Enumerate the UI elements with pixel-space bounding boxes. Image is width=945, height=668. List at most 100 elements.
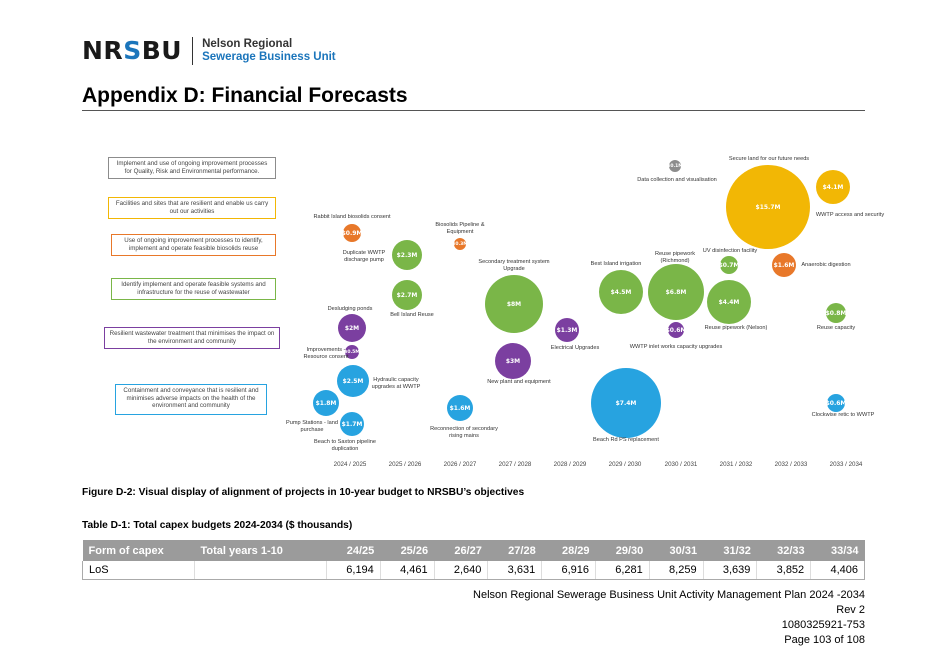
project-label: Anaerobic digestion [801, 262, 851, 268]
nrsbu-logo: NRSBU Nelson Regional Sewerage Business … [82, 36, 336, 65]
project-label: WWTP inlet works capacity upgrades [629, 344, 723, 350]
project-label: Data collection and visualisation [637, 177, 717, 183]
project-bubble: $1.7M [340, 412, 364, 436]
project-bubble: $7.4M [591, 368, 661, 438]
year-axis-label: 2028 / 2029 [553, 461, 587, 468]
table-title: Table D-1: Total capex budgets 2024-2034… [82, 520, 353, 531]
project-bubble: $0.9M [342, 224, 362, 242]
project-bubble: $4.1M [816, 170, 850, 204]
project-label: Reuse pipework (Nelson) [704, 325, 768, 331]
project-bubble: $0.3M [452, 238, 468, 250]
table-cell: 8,259 [648, 561, 704, 580]
project-bubble: $0.6M [666, 322, 686, 338]
logo-divider [192, 36, 194, 65]
project-label: Rabbit Island biosolids consent [313, 214, 391, 220]
figure-caption: Figure D-2: Visual display of alignment … [82, 487, 525, 498]
year-axis-label: 2031 / 2032 [719, 461, 753, 468]
col-header: 25/26 [380, 540, 435, 561]
footer-page-number: Page 103 of 108 [784, 634, 865, 646]
col-header: 29/30 [595, 540, 650, 561]
project-bubble: $1.3M [555, 318, 579, 342]
col-header: Form of capex [82, 540, 195, 561]
project-bubble: $15.7M [726, 165, 810, 249]
objective-legend-item: Identify implement and operate feasible … [111, 278, 276, 300]
project-bubble: $1.8M [313, 390, 339, 416]
year-axis-label: 2029 / 2030 [608, 461, 642, 468]
page-footer: Nelson Regional Sewerage Business Unit A… [473, 588, 865, 648]
project-label: Bell Island Reuse [390, 312, 434, 318]
project-label: Secondary treatment system Upgrade [478, 259, 550, 272]
col-header: 28/29 [541, 540, 596, 561]
table-cell: 4,461 [379, 561, 435, 580]
objective-legend-item: Use of ongoing improvement processes to … [111, 234, 276, 256]
project-label: Reconnection of secondary rising mains [430, 426, 498, 439]
project-label: Biosolids Pipeline & Equipment [435, 222, 485, 235]
project-bubble: $2.3M [392, 240, 422, 270]
col-header: 32/33 [756, 540, 811, 561]
table-row: LoS 6,194 4,461 2,640 3,631 6,916 6,281 … [82, 561, 865, 580]
project-bubble: $0.7M [719, 256, 739, 274]
project-bubble: $0.5M [344, 345, 360, 359]
project-label: Clockwise retic to WWTP [811, 412, 875, 418]
project-label: Reuse capacity [816, 325, 856, 331]
objective-legend-item: Implement and use of ongoing improvement… [108, 157, 276, 179]
project-bubble: $2.5M [337, 365, 369, 397]
table-cell: 2,640 [433, 561, 488, 580]
table-cell: 3,639 [702, 561, 757, 580]
year-axis-label: 2030 / 2031 [664, 461, 698, 468]
footer-revision: Rev 2 [836, 604, 865, 616]
project-label: Electrical Upgrades [550, 345, 600, 351]
org-line-1: Nelson Regional [202, 37, 293, 50]
table-cell: 6,194 [326, 561, 381, 580]
year-axis-label: 2026 / 2027 [443, 461, 477, 468]
col-header: 27/28 [487, 540, 542, 561]
project-bubble: $2M [338, 314, 366, 342]
objective-legend-item: Resilient wastewater treatment that mini… [104, 327, 280, 349]
logo-org-name: Nelson Regional Sewerage Business Unit [202, 38, 336, 64]
project-label: Beach to Saxton pipeline duplication [314, 439, 376, 452]
table-cell: 3,631 [487, 561, 542, 580]
table-cell: 6,281 [594, 561, 650, 580]
project-bubble: $0.8M [826, 303, 846, 323]
year-axis-label: 2027 / 2028 [498, 461, 532, 468]
project-label: Secure land for our future needs [728, 156, 810, 162]
table-cell: 4,406 [810, 561, 865, 580]
project-bubble: $4.4M [707, 280, 751, 324]
table-cell [194, 561, 327, 580]
page-title: Appendix D: Financial Forecasts [82, 84, 408, 107]
project-label: UV disinfection facility [702, 248, 758, 254]
footer-plan-title: Nelson Regional Sewerage Business Unit A… [473, 589, 865, 601]
objective-legend-item: Facilities and sites that are resilient … [108, 197, 276, 219]
capex-table: Form of capex Total years 1-10 24/25 25/… [82, 540, 865, 580]
project-label: Hydraulic capacity upgrades at WWTP [371, 377, 421, 390]
project-bubble: $2.7M [392, 280, 422, 310]
capex-header-row: Form of capex Total years 1-10 24/25 25/… [82, 540, 865, 561]
project-bubble: $0.1M [667, 160, 683, 172]
project-bubble: $8M [485, 275, 543, 333]
year-axis-label: 2025 / 2026 [388, 461, 422, 468]
table-cell: LoS [82, 561, 195, 580]
col-header: 26/27 [434, 540, 488, 561]
project-bubble: $3M [495, 343, 531, 379]
table-cell: 6,916 [541, 561, 596, 580]
col-header: 30/31 [649, 540, 704, 561]
project-bubble: $4.5M [599, 270, 643, 314]
project-label: Duplicate WWTP discharge pump [342, 250, 386, 263]
org-line-2: Sewerage Business Unit [202, 50, 336, 63]
project-bubble: $1.6M [772, 253, 796, 277]
project-bubble: $0.6M [826, 394, 846, 412]
project-label: Improvements - Resource consent [303, 347, 349, 360]
project-label: Pump Stations - land purchase [286, 420, 338, 433]
year-axis-label: 2032 / 2033 [774, 461, 808, 468]
project-label: Best Island irrigation [590, 261, 642, 267]
project-label: WWTP access and security [815, 212, 885, 218]
project-bubble: $1.6M [447, 395, 473, 421]
objective-legend-item: Containment and conveyance that is resil… [115, 384, 267, 415]
year-axis-label: 2024 / 2025 [333, 461, 367, 468]
col-header: 33/34 [810, 540, 865, 561]
project-label: Desludging ponds [327, 306, 373, 312]
year-axis-label: 2033 / 2034 [829, 461, 863, 468]
table-cell: 3,852 [756, 561, 811, 580]
col-header: 24/25 [326, 540, 381, 561]
footer-doc-number: 1080325921-753 [781, 619, 865, 631]
